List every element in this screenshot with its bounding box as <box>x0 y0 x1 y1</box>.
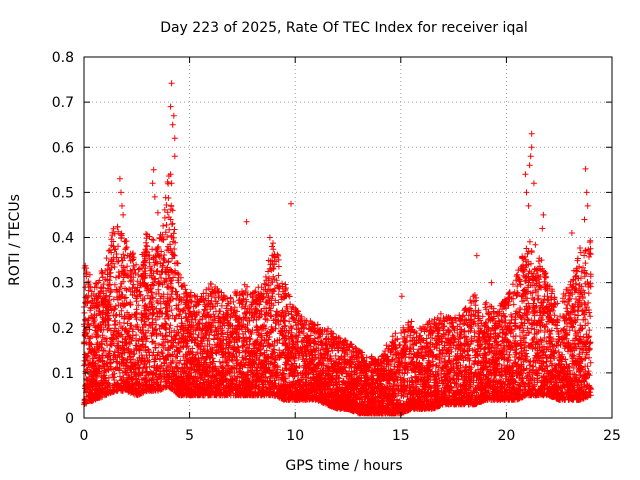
y-tick-label: 0.2 <box>52 321 74 337</box>
x-tick-label: 20 <box>497 428 515 444</box>
roti-markers <box>81 80 594 417</box>
x-tick-label: 15 <box>392 428 410 444</box>
x-tick-labels: 0 5 10 15 20 25 <box>80 428 621 444</box>
y-tick-label: 0 <box>65 411 74 427</box>
x-tick-label: 5 <box>185 428 194 444</box>
y-tick-label: 0.7 <box>52 95 74 111</box>
y-axis-label: ROTI / TECUs <box>7 194 23 286</box>
y-tick-label: 0.4 <box>52 231 74 247</box>
y-tick-label: 0.1 <box>52 366 74 382</box>
y-tick-labels: 0 0.1 0.2 0.3 0.4 0.5 0.6 0.7 0.8 <box>52 50 74 427</box>
axis-ticks <box>83 56 613 419</box>
y-tick-label: 0.8 <box>52 50 74 66</box>
y-tick-label: 0.3 <box>52 276 74 292</box>
x-tick-label: 25 <box>603 428 621 444</box>
x-tick-label: 0 <box>80 428 89 444</box>
x-tick-label: 10 <box>286 428 304 444</box>
x-axis-label: GPS time / hours <box>285 458 402 474</box>
y-tick-label: 0.5 <box>52 185 74 201</box>
y-tick-label: 0.6 <box>52 140 74 156</box>
data-points <box>81 80 594 417</box>
chart-title: Day 223 of 2025, Rate Of TEC Index for r… <box>160 20 528 36</box>
